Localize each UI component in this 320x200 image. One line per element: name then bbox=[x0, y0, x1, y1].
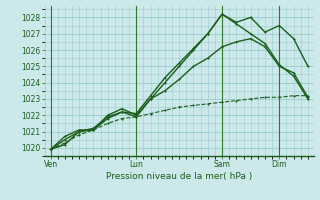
X-axis label: Pression niveau de la mer( hPa ): Pression niveau de la mer( hPa ) bbox=[106, 172, 252, 181]
